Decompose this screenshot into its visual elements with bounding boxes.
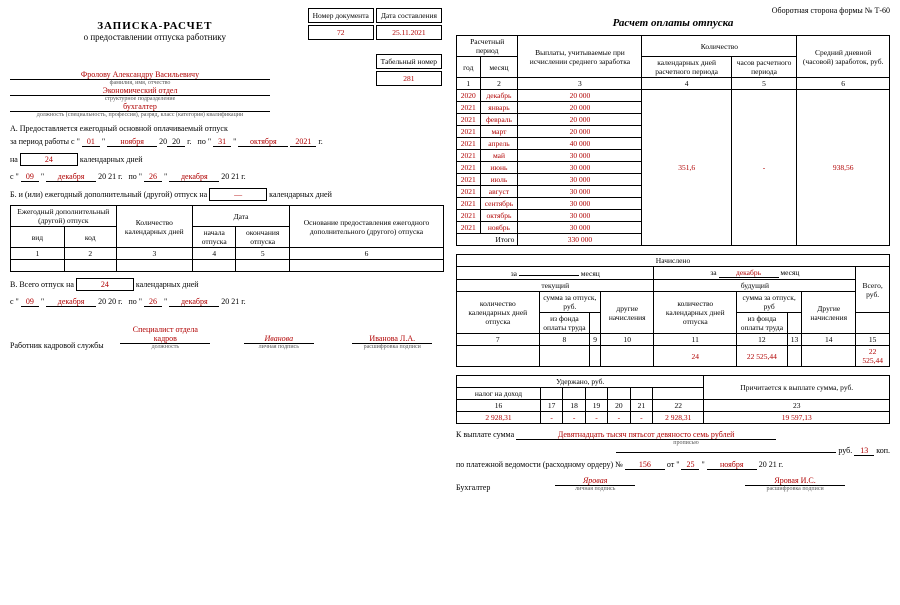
form-note: Оборотная сторона формы № Т-60 [456,6,890,15]
days-a: 24 [20,153,78,166]
payout: К выплате сумма Девятнадцать тысяч пятьс… [456,430,890,470]
accrual-table: Начислено за месяц за декабрь месяц Всег… [456,254,890,367]
right-form: Оборотная сторона формы № Т-60 Расчет оп… [456,6,890,599]
position: бухгалтер [10,102,270,112]
doc-title: ЗАПИСКА-РАСЧЕТ [10,20,300,32]
doc-subtitle: о предоставлении отпуска работнику [10,32,300,42]
acc-signature: Бухгалтер Яровая личная подпись Яровая И… [456,476,890,492]
calc-title: Расчет оплаты отпуска [456,17,890,29]
employee-name: Фролову Александру Васильевичу [10,70,270,80]
doc-number-box: Номер документаДата составления 7225.11.… [306,6,444,42]
section-v: В. Всего отпуск на 24 календарных дней с… [10,278,444,307]
section-b: Б. и (или) ежегодный дополнительный (дру… [10,188,444,272]
table-b: Ежегодный дополнительный (другой) отпуск… [10,205,444,272]
section-a: А. Предоставляется ежегодный основной оп… [10,124,444,182]
withheld-table: Удержано, руб.Причитается к выплате сумм… [456,375,890,424]
hr-signature: Работник кадровой службы Специалист отде… [10,325,444,350]
department: Экономический отдел [10,86,270,96]
left-form: ЗАПИСКА-РАСЧЕТ о предоставлении отпуска … [10,6,444,599]
period-table: Расчетный период Выплаты, учитываемые пр… [456,35,890,246]
days-v: 24 [76,278,134,291]
